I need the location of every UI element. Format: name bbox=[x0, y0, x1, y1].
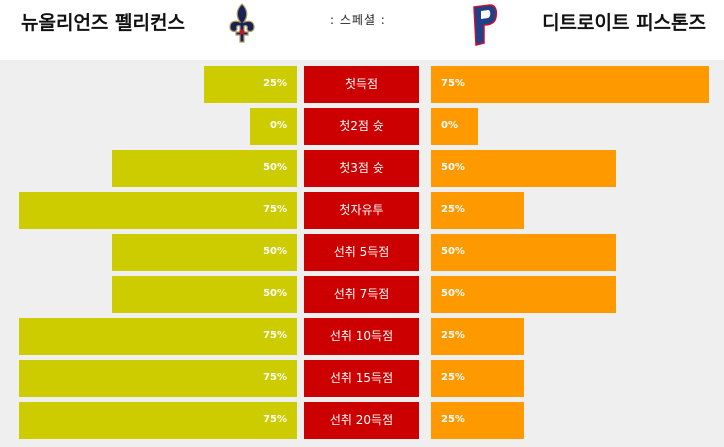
right-team-percent: 50% bbox=[441, 288, 465, 299]
right-team-percent: 50% bbox=[441, 246, 465, 257]
right-team-bar: 50% bbox=[431, 150, 616, 187]
right-team-percent: 0% bbox=[441, 120, 458, 131]
stat-row: 75% 첫자유투 25% bbox=[0, 192, 724, 229]
left-team-percent: 75% bbox=[263, 414, 287, 425]
stat-row: 75% 선취 10득점 25% bbox=[0, 318, 724, 355]
left-team-percent: 50% bbox=[263, 246, 287, 257]
right-team-percent: 25% bbox=[441, 372, 465, 383]
left-team-bar: 75% bbox=[19, 360, 297, 397]
right-team-percent: 25% bbox=[441, 330, 465, 341]
stat-row: 50% 첫3점 슛 50% bbox=[0, 150, 724, 187]
right-team-bar: 0% bbox=[431, 108, 478, 145]
stat-label: 선취 7득점 bbox=[304, 276, 419, 313]
right-team-bar: 25% bbox=[431, 318, 524, 355]
right-team-percent: 50% bbox=[441, 162, 465, 173]
left-team-bar: 50% bbox=[112, 150, 297, 187]
right-team-percent: 75% bbox=[441, 78, 465, 89]
pistons-p-logo-icon bbox=[473, 4, 498, 46]
stat-label: 첫2점 슛 bbox=[304, 108, 419, 145]
left-team-percent: 50% bbox=[263, 288, 287, 299]
right-team-name: 디트로이트 피스톤즈 bbox=[542, 12, 706, 34]
right-team-bar: 75% bbox=[431, 66, 709, 103]
right-team-percent: 25% bbox=[441, 414, 465, 425]
stat-label: 첫3점 슛 bbox=[304, 150, 419, 187]
left-team-percent: 75% bbox=[263, 204, 287, 215]
stat-row: 50% 선취 7득점 50% bbox=[0, 276, 724, 313]
stat-row: 50% 선취 5득점 50% bbox=[0, 234, 724, 271]
left-team-bar: 0% bbox=[250, 108, 297, 145]
left-team-bar: 75% bbox=[19, 402, 297, 439]
right-team-bar: 25% bbox=[431, 192, 524, 229]
left-team-bar: 50% bbox=[112, 276, 297, 313]
header: 뉴올리언즈 펠리컨스 : 스페셜 : 디트로이트 피스톤즈 bbox=[0, 0, 724, 60]
left-team-bar: 75% bbox=[19, 192, 297, 229]
stat-label: 선취 10득점 bbox=[304, 318, 419, 355]
stat-row: 25% 첫득점 75% bbox=[0, 66, 724, 103]
right-team-bar: 50% bbox=[431, 276, 616, 313]
left-team-percent: 75% bbox=[263, 330, 287, 341]
stat-label: 선취 15득점 bbox=[304, 360, 419, 397]
stat-label: 첫자유투 bbox=[304, 192, 419, 229]
right-team-bar: 25% bbox=[431, 360, 524, 397]
left-team-bar: 50% bbox=[112, 234, 297, 271]
fleur-de-lis-logo-icon bbox=[229, 3, 255, 43]
stat-label: 첫득점 bbox=[304, 66, 419, 103]
right-team-percent: 25% bbox=[441, 204, 465, 215]
left-team-percent: 50% bbox=[263, 162, 287, 173]
left-team-name: 뉴올리언즈 펠리컨스 bbox=[21, 12, 185, 34]
left-team-percent: 25% bbox=[263, 78, 287, 89]
stat-label: 선취 20득점 bbox=[304, 402, 419, 439]
stat-row: 75% 선취 20득점 25% bbox=[0, 402, 724, 439]
left-team-percent: 75% bbox=[263, 372, 287, 383]
page-title: : 스페셜 : bbox=[330, 13, 386, 27]
right-team-bar: 25% bbox=[431, 402, 524, 439]
right-team-bar: 50% bbox=[431, 234, 616, 271]
stat-row: 0% 첫2점 슛 0% bbox=[0, 108, 724, 145]
left-team-bar: 25% bbox=[204, 66, 297, 103]
stat-row: 75% 선취 15득점 25% bbox=[0, 360, 724, 397]
stat-label: 선취 5득점 bbox=[304, 234, 419, 271]
left-team-percent: 0% bbox=[270, 120, 287, 131]
left-team-bar: 75% bbox=[19, 318, 297, 355]
